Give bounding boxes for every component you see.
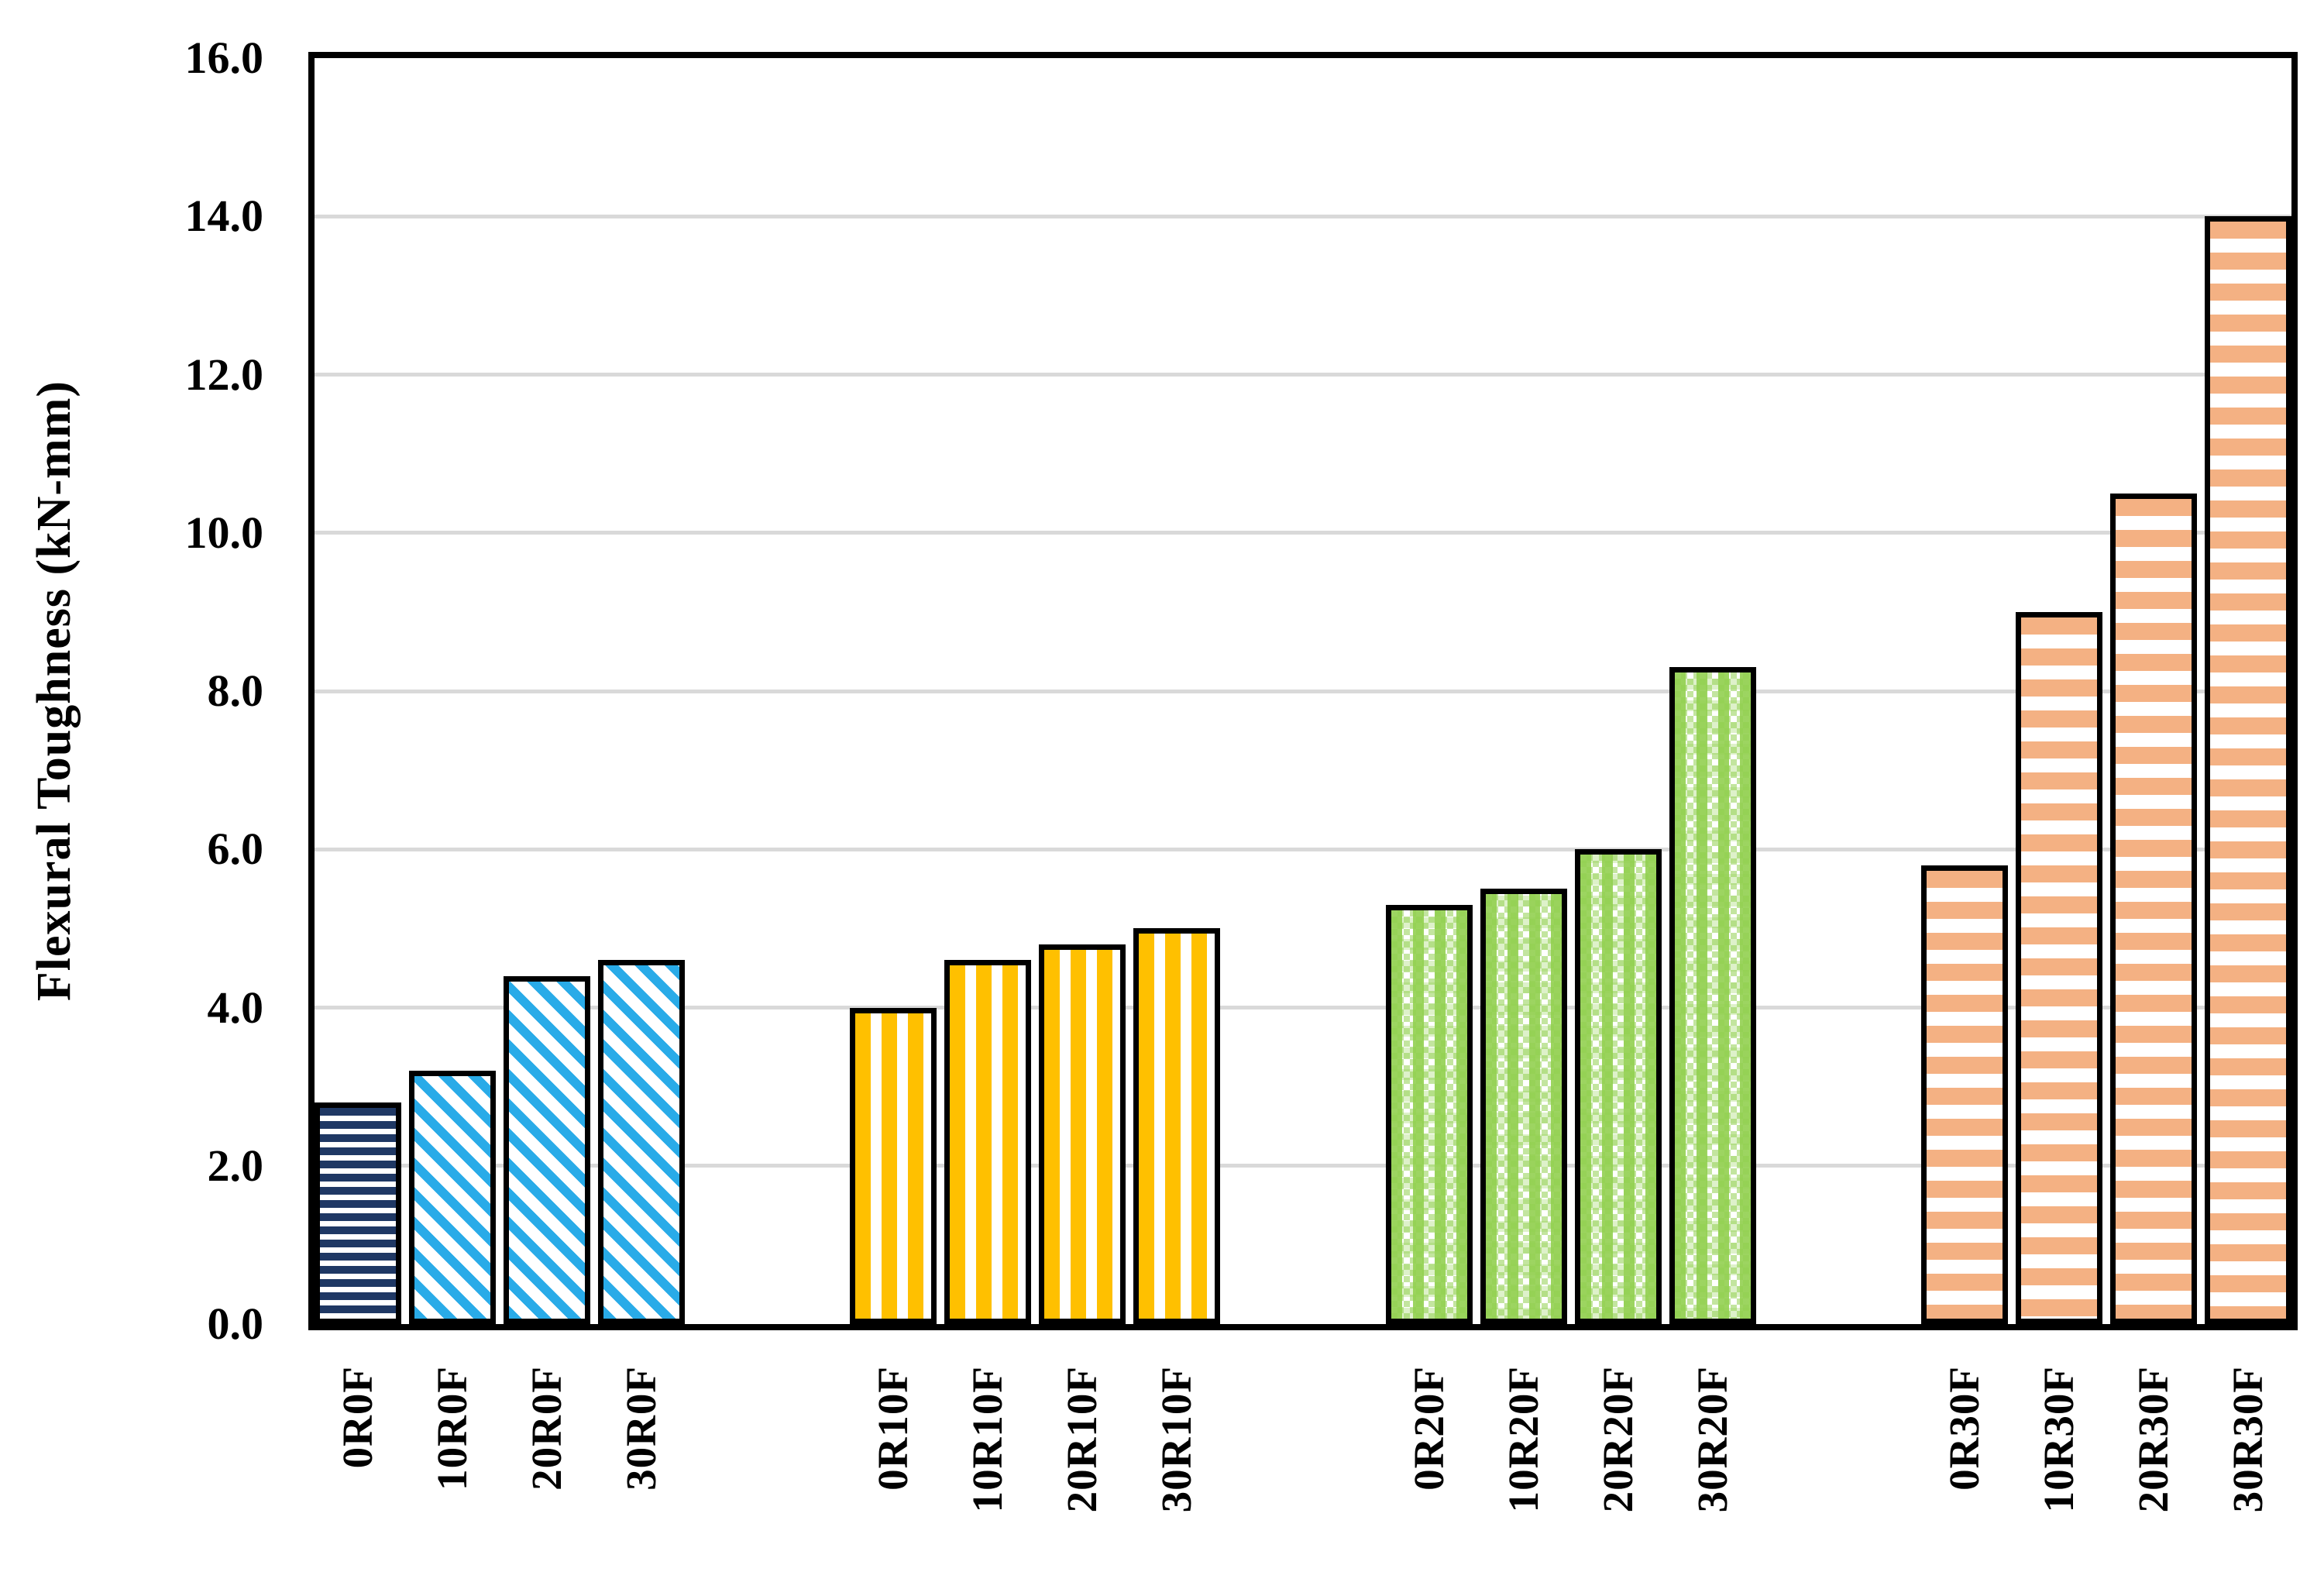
gridline-8.0 — [315, 689, 2291, 693]
y-tick-label-8.0: 8.0 — [207, 666, 264, 716]
bar-30R20F — [1669, 667, 1756, 1324]
bar-0R30F — [1921, 865, 2008, 1324]
x-tick-label-20R20F: 20R20F — [1593, 1366, 1642, 1513]
x-tick-label-10R20F: 10R20F — [1499, 1366, 1547, 1513]
x-tick-label-10R0F: 10R0F — [428, 1366, 476, 1491]
bar-group-3 — [1385, 58, 1756, 1324]
y-tick-label-10.0: 10.0 — [184, 507, 264, 558]
x-tick-label-10R10F: 10R10F — [964, 1366, 1012, 1513]
x-tick-label-20R30F: 20R30F — [2130, 1366, 2177, 1513]
y-tick-label-0.0: 0.0 — [207, 1298, 264, 1349]
x-tick-label-30R30F: 30R30F — [2224, 1366, 2271, 1513]
bar-20R0F — [504, 975, 590, 1324]
bar-20R10F — [1039, 944, 1126, 1324]
gridline-14.0 — [315, 214, 2291, 218]
gridline-4.0 — [315, 1006, 2291, 1010]
y-tick-label-14.0: 14.0 — [184, 191, 264, 242]
gridline-12.0 — [315, 373, 2291, 377]
bar-0R20F — [1385, 904, 1473, 1324]
bar-group-4 — [1921, 58, 2291, 1324]
x-tick-label-30R20F: 30R20F — [1688, 1366, 1736, 1513]
bar-10R0F — [409, 1071, 496, 1324]
bar-20R30F — [2110, 493, 2197, 1324]
y-tick-label-16.0: 16.0 — [184, 33, 264, 83]
gridline-10.0 — [315, 531, 2291, 535]
bar-30R0F — [598, 960, 685, 1324]
y-tick-label-4.0: 4.0 — [207, 982, 264, 1033]
bar-0R10F — [850, 1007, 937, 1324]
bar-20R20F — [1574, 849, 1662, 1324]
x-tick-label-0R0F: 0R0F — [334, 1366, 381, 1469]
y-tick-label-12.0: 12.0 — [184, 349, 264, 400]
bar-10R10F — [944, 960, 1032, 1324]
x-tick-label-20R0F: 20R0F — [523, 1366, 570, 1491]
bar-0R0F — [315, 1102, 401, 1324]
y-tick-label-2.0: 2.0 — [207, 1140, 264, 1191]
y-tick-label-6.0: 6.0 — [207, 824, 264, 875]
x-tick-label-20R10F: 20R10F — [1058, 1366, 1106, 1513]
x-tick-label-30R10F: 30R10F — [1153, 1366, 1201, 1513]
bar-30R30F — [2205, 216, 2291, 1324]
bar-10R20F — [1480, 889, 1567, 1324]
bar-group-2 — [850, 58, 1221, 1324]
bar-group-1 — [315, 58, 685, 1324]
plot-area — [308, 52, 2298, 1330]
x-tick-label-10R30F: 10R30F — [2035, 1366, 2082, 1513]
bar-30R10F — [1133, 928, 1221, 1324]
gridline-6.0 — [315, 847, 2291, 851]
x-tick-label-0R10F: 0R10F — [869, 1366, 917, 1491]
x-tick-label-0R20F: 0R20F — [1404, 1366, 1452, 1491]
x-tick-label-30R0F: 30R0F — [617, 1366, 665, 1491]
x-tick-label-0R30F: 0R30F — [1941, 1366, 1988, 1491]
gridline-2.0 — [315, 1164, 2291, 1168]
bar-10R30F — [2016, 611, 2102, 1324]
